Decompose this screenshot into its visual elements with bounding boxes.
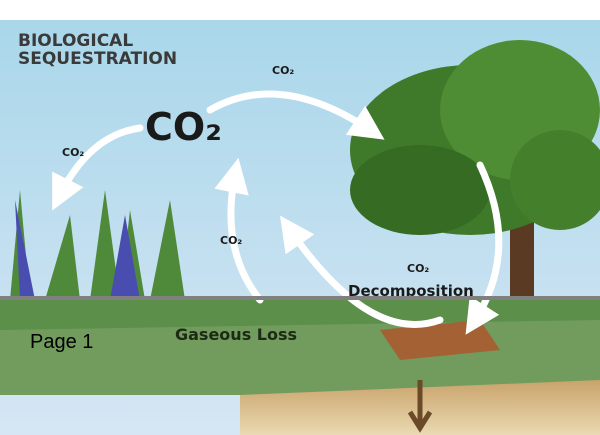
illustration: BIOLOGICAL SEQUESTRATION CO₂ CO₂ CO₂ CO₂… [0, 0, 600, 435]
co2-label: CO₂ [220, 234, 242, 247]
page-divider [0, 296, 600, 300]
title-line1: BIOLOGICAL [18, 31, 133, 51]
title-line2: SEQUESTRATION [18, 49, 177, 69]
co2-label: CO₂ [272, 64, 294, 77]
co2-label: CO₂ [62, 146, 84, 159]
gaseous-loss-label: Gaseous Loss [175, 325, 297, 344]
page: BIOLOGICAL SEQUESTRATION CO₂ CO₂ CO₂ CO₂… [0, 0, 600, 435]
top-strip [0, 0, 600, 20]
co2-label: CO₂ [407, 262, 429, 275]
co2-main: CO₂ [145, 105, 222, 149]
page-label: Page 1 [30, 331, 93, 353]
